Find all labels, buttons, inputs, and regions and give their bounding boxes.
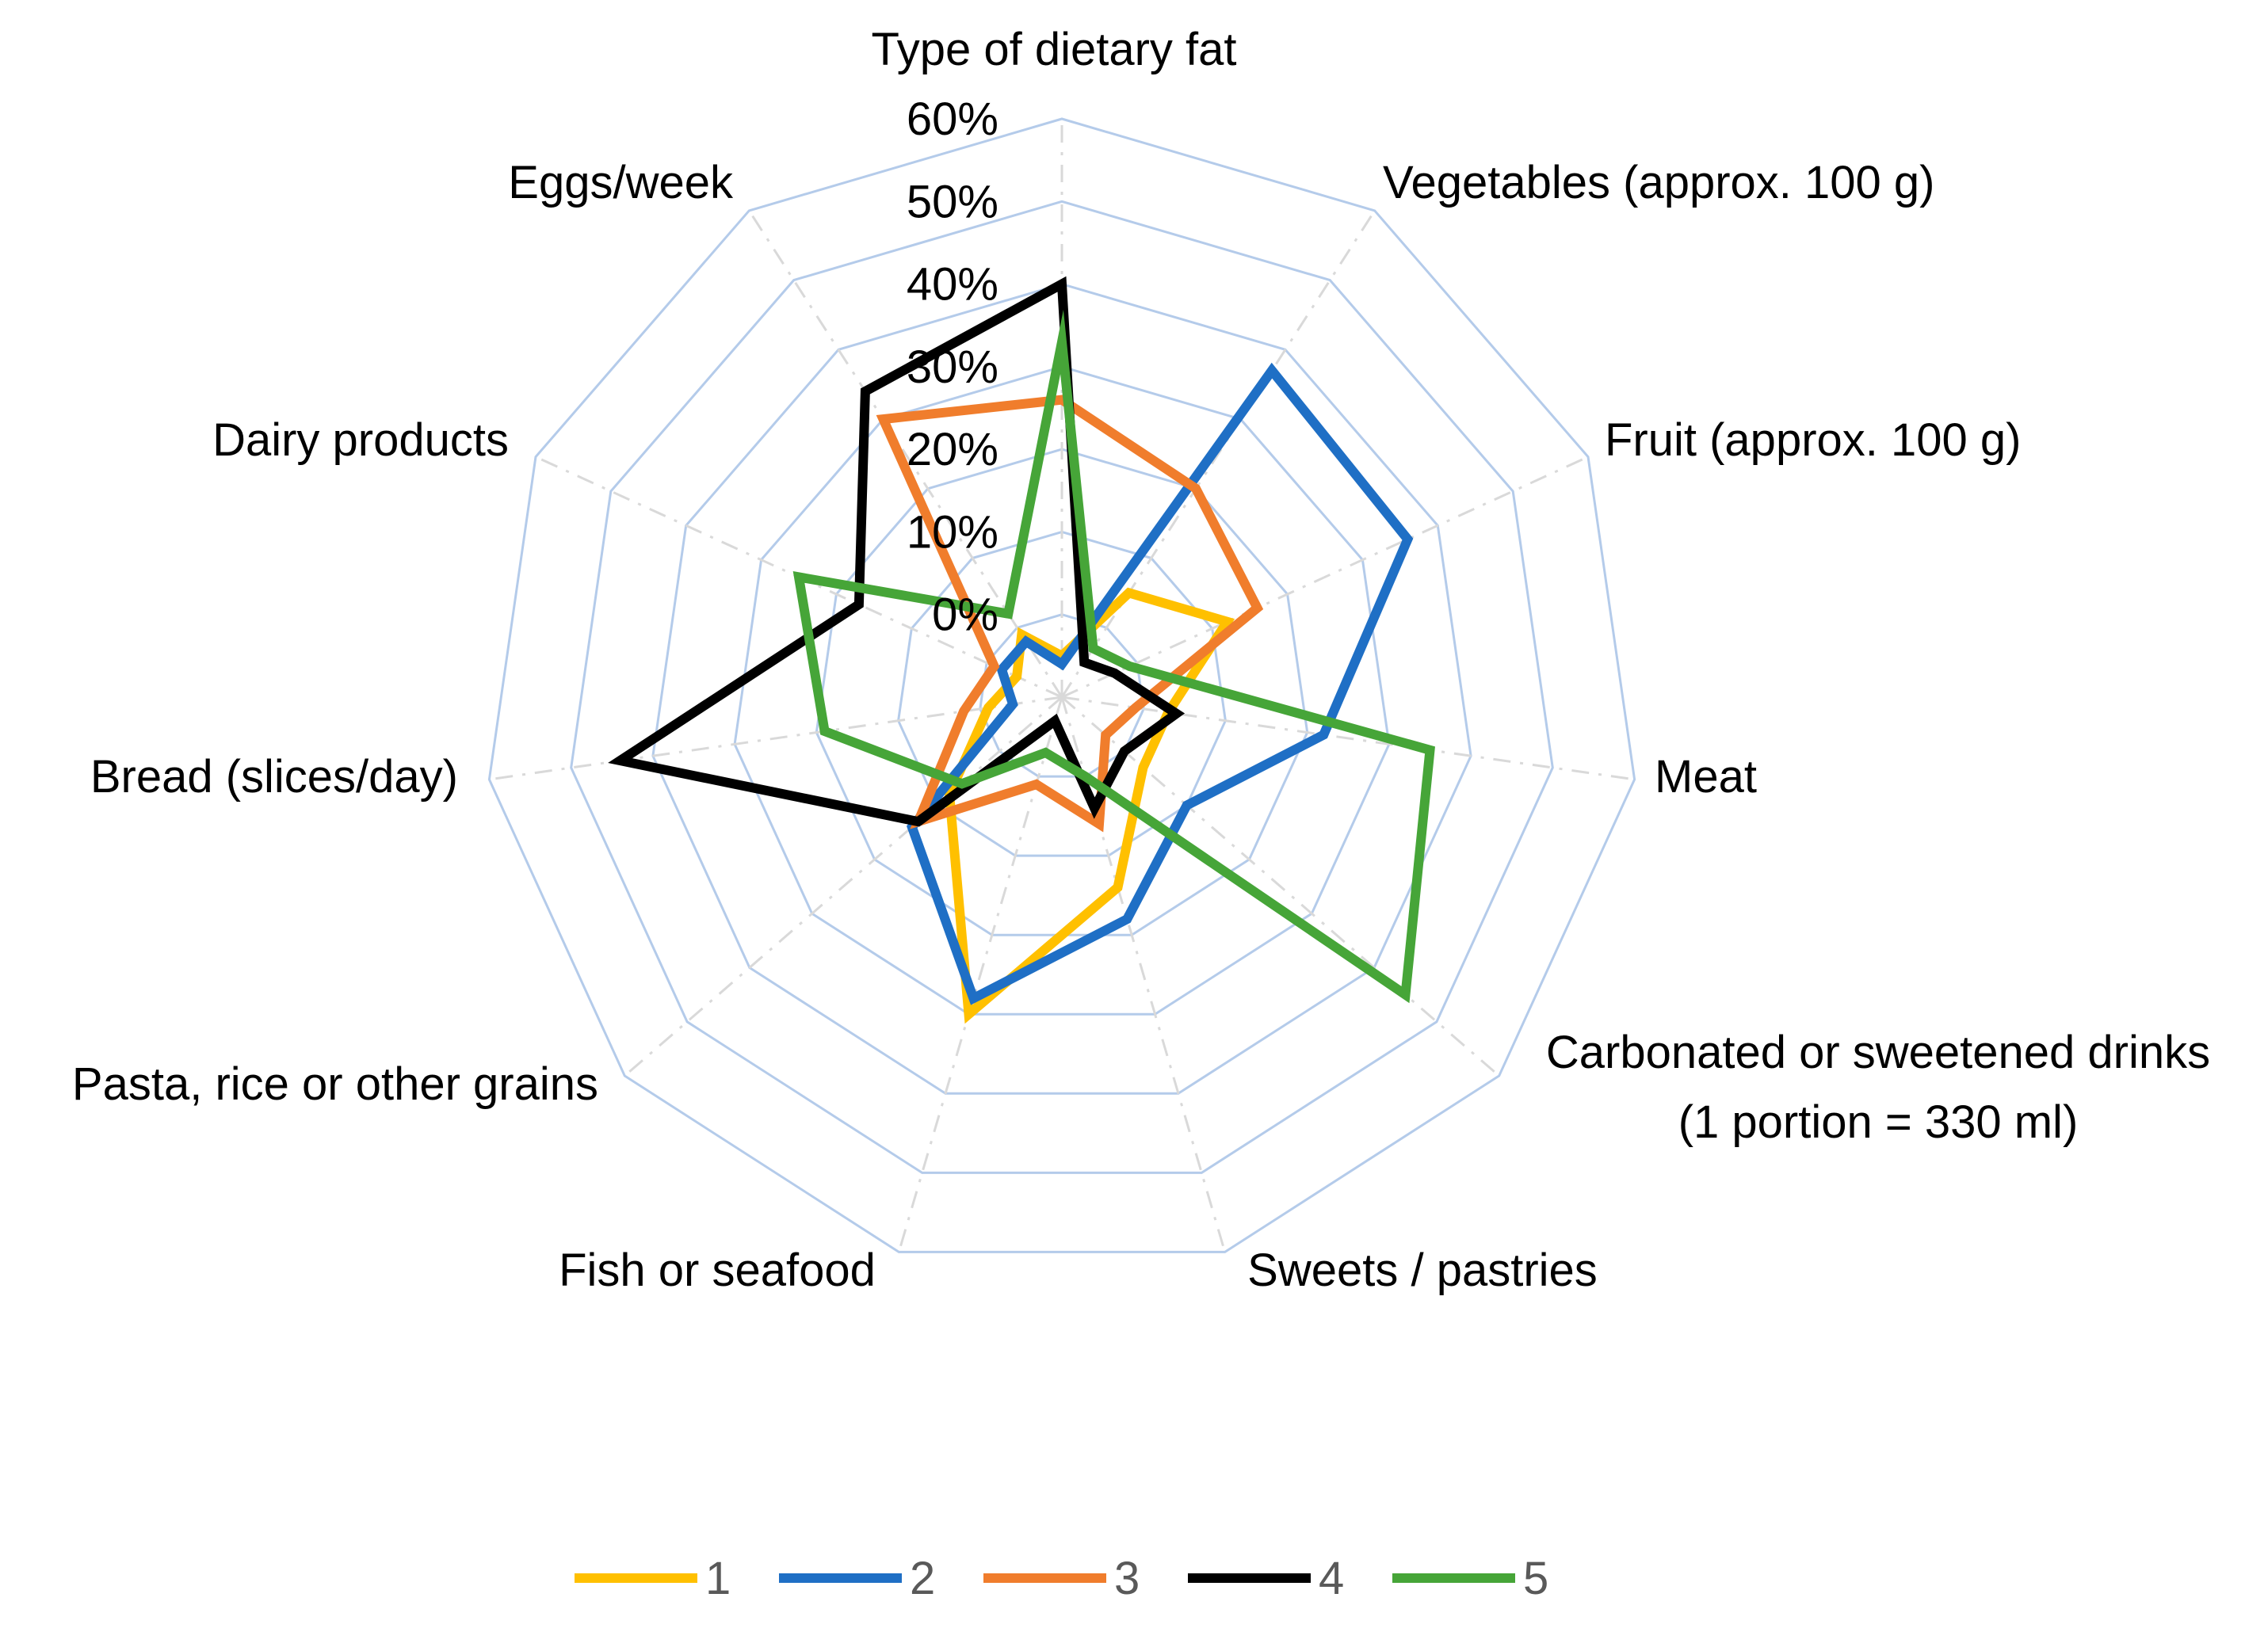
axis-label: Fruit (approx. 100 g): [1605, 414, 2021, 466]
axis-spoke: [748, 210, 1063, 698]
tick-label: 50%: [907, 176, 998, 227]
axis-label: Carbonated or sweetened drinks: [1546, 1027, 2210, 1078]
series-5-line: [792, 310, 1435, 1004]
tick-label: 40%: [907, 259, 998, 311]
axis-label: Sweets / pastries: [1247, 1245, 1598, 1296]
legend-label-1: 1: [705, 1553, 731, 1604]
axis-label: (1 portion = 330 ml): [1678, 1096, 2079, 1148]
grid-ring: [733, 365, 1391, 1016]
legend-label-5: 5: [1523, 1553, 1548, 1604]
axis-spoke: [1061, 696, 1635, 781]
series-1-line: [944, 587, 1235, 1024]
series-3-line: [876, 395, 1264, 833]
radar-series-group: [608, 276, 1435, 1024]
chart-legend: 1 2 3 4 5: [575, 1553, 1548, 1604]
axis-spoke: [624, 696, 1063, 1077]
series-2-line: [907, 362, 1414, 1005]
tick-label: 10%: [907, 506, 998, 558]
axis-label: Bread (slices/day): [90, 751, 458, 803]
axis-spoke: [1061, 456, 1589, 699]
axis-label: Eggs/week: [508, 157, 734, 208]
legend-label-3: 3: [1114, 1553, 1140, 1604]
tick-label: 30%: [907, 341, 998, 393]
grid-ring: [487, 117, 1636, 1253]
axis-label: Type of dietary fat: [871, 24, 1236, 75]
radar-tick-labels: 0% 10% 20% 30% 40% 50% 60%: [907, 93, 998, 641]
tick-label: 60%: [907, 93, 998, 145]
axis-label: Meat: [1655, 751, 1757, 803]
radar-axis-labels: Type of dietary fat Vegetables (approx. 1…: [72, 24, 2210, 1296]
legend-label-4: 4: [1319, 1553, 1344, 1604]
axis-label: Vegetables (approx. 100 g): [1383, 157, 1934, 208]
axis-label: Pasta, rice or other grains: [72, 1058, 598, 1110]
tick-label: 0%: [932, 589, 998, 641]
tick-label: 20%: [907, 424, 998, 475]
axis-label: Dairy products: [212, 414, 509, 466]
grid-ring: [570, 200, 1554, 1174]
axis-spoke: [1060, 210, 1376, 698]
series-4-line: [608, 276, 1186, 827]
legend-label-2: 2: [910, 1553, 935, 1604]
grid-ring: [651, 283, 1472, 1095]
axis-spoke: [1061, 696, 1500, 1077]
axis-label: Fish or seafood: [559, 1245, 876, 1296]
